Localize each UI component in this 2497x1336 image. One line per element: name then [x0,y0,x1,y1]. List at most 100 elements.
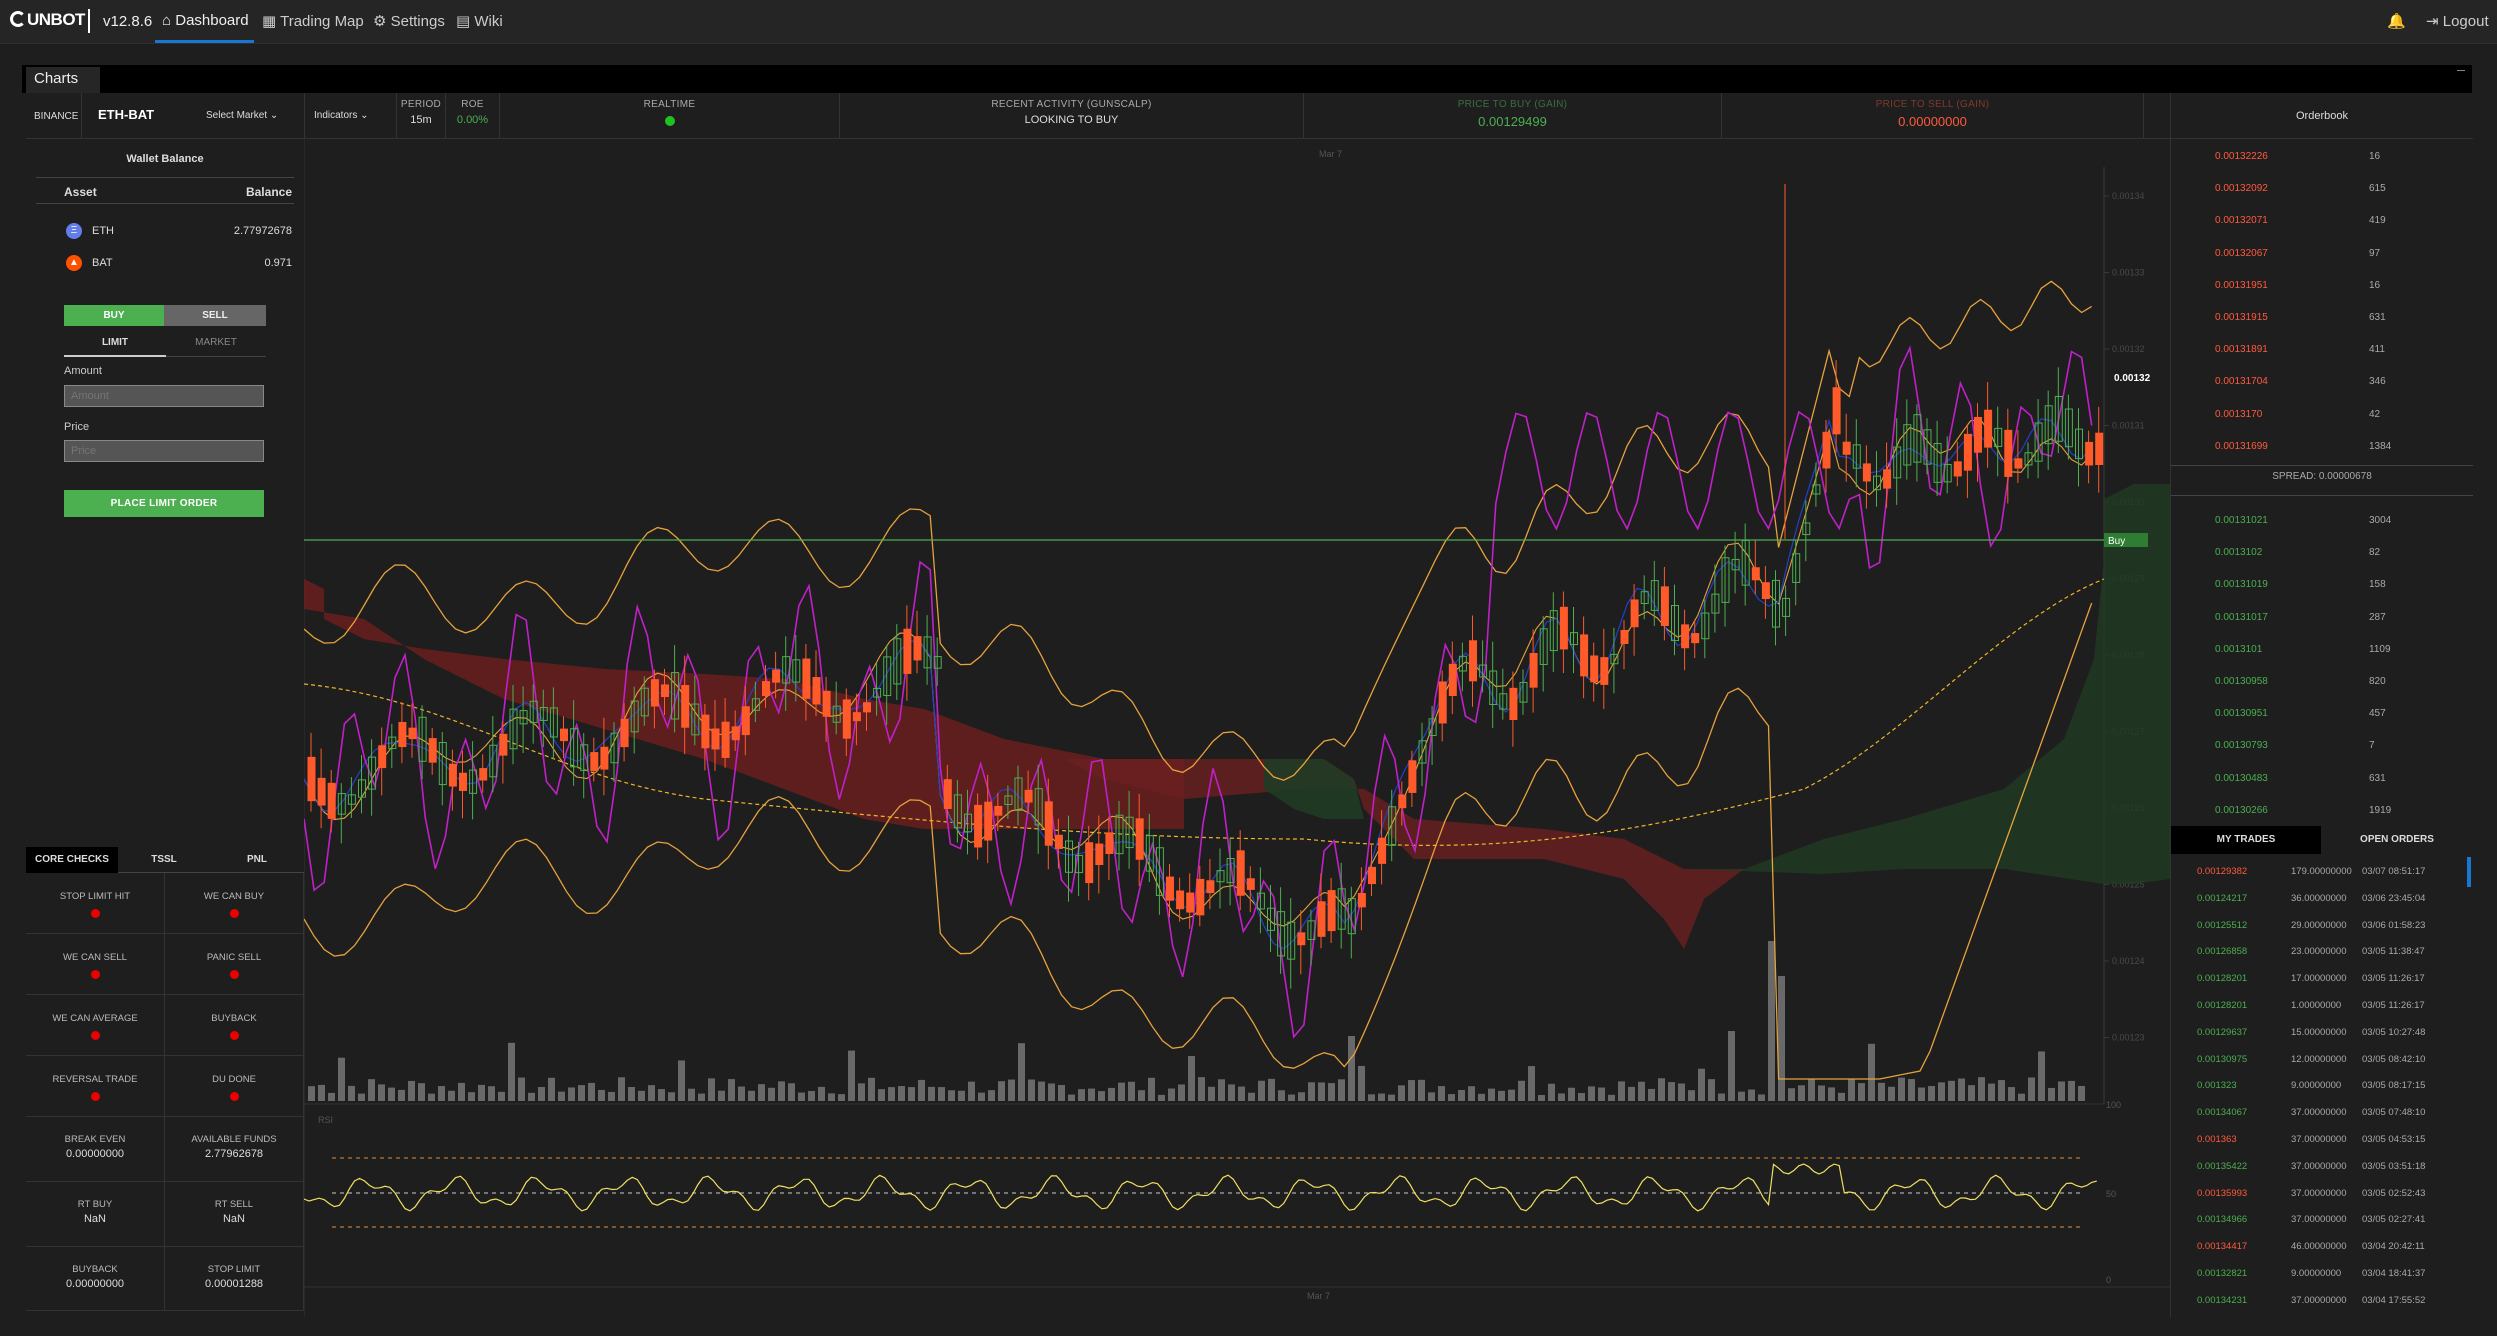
trade-row[interactable]: 0.00132821 9.00000000 03/04 18:41:37 [2197,1268,2467,1295]
bid-row[interactable]: 0.00131017 287 [2215,612,2455,644]
ask-row[interactable]: 0.00131699 1384 [2215,441,2455,473]
trade-date: 03/05 08:17:15 [2362,1080,2426,1092]
bid-row[interactable]: 0.00131019 158 [2215,579,2455,611]
candle-body [1842,441,1851,455]
price-chart[interactable]: Mar 7 0.00134 0.00133 0.00132 0.00131 0.0013… [303,139,2170,1317]
asset-name: BAT [92,257,113,269]
volume-bar [918,1079,925,1101]
trade-row[interactable]: 0.00129382 179.00000000 03/07 08:51:17 [2197,866,2467,893]
trade-row[interactable]: 0.001323 9.00000000 03/05 08:17:15 [2197,1080,2467,1107]
trade-row[interactable]: 0.00134231 37.00000000 03/04 17:55:52 [2197,1295,2467,1322]
bid-row[interactable]: 0.0013102 82 [2215,547,2455,579]
volume-bar [928,1086,935,1101]
candle-body [1862,463,1871,482]
volume-bar [808,1090,815,1101]
volume-bar [1018,1043,1025,1101]
gunbot-logo[interactable]: UNBOT [10,10,85,30]
bid-row[interactable]: 0.00130266 1919 [2215,805,2455,837]
trade-row[interactable]: 0.00130975 12.00000000 03/05 08:42:10 [2197,1054,2467,1081]
trade-row[interactable]: 0.00134417 46.00000000 03/04 20:42:11 [2197,1241,2467,1268]
ask-row[interactable]: 0.00131891 411 [2215,344,2455,376]
trade-row[interactable]: 0.00124217 36.00000000 03/06 23:45:04 [2197,893,2467,920]
candle-body [327,782,336,819]
trade-row[interactable]: 0.001363 37.00000000 03/05 04:53:15 [2197,1134,2467,1161]
candle-body [1873,475,1881,491]
tab-limit[interactable]: LIMIT [64,337,166,357]
nav-dashboard[interactable]: ⌂ Dashboard [162,12,249,29]
trade-row[interactable]: 0.00125512 29.00000000 03/06 01:58:23 [2197,920,2467,947]
bid-row[interactable]: 0.00130483 631 [2215,773,2455,805]
bid-row[interactable]: 0.00131021 3004 [2215,515,2455,547]
volume-bar [1438,1086,1445,1101]
roe-label: ROE [461,99,484,110]
ask-row[interactable]: 0.00132226 16 [2215,151,2455,183]
volume-bar [1908,1079,1915,1101]
check-label: WE CAN AVERAGE [52,1013,138,1024]
sell-toggle-button[interactable]: SELL [164,305,266,326]
tab-my-trades[interactable]: MY TRADES [2171,826,2321,854]
volume-bar [1778,976,1785,1101]
ask-price: 0.00131704 [2215,376,2268,388]
ask-row[interactable]: 0.00132067 97 [2215,248,2455,280]
candle-body [772,669,781,683]
bid-row[interactable]: 0.00130958 820 [2215,676,2455,708]
candle-body [1135,818,1144,860]
trade-row[interactable]: 0.00135422 37.00000000 03/05 03:51:18 [2197,1161,2467,1188]
bid-qty: 7 [2369,740,2375,752]
indicators-dropdown[interactable]: Indicators ⌄ [314,110,369,121]
tab-pnl[interactable]: PNL [247,854,267,865]
price-input[interactable] [64,440,264,462]
ask-row[interactable]: 0.0013170 42 [2215,409,2455,441]
candle-body [1681,624,1690,649]
trade-row[interactable]: 0.00126858 23.00000000 03/05 11:38:47 [2197,946,2467,973]
volume-bar [1848,1078,1855,1101]
bid-price: 0.00130266 [2215,804,2268,816]
tab-tssl[interactable]: TSSL [151,854,177,865]
volume-bar [1198,1077,1205,1101]
trade-row[interactable]: 0.00135993 37.00000000 03/05 02:52:43 [2197,1188,2467,1215]
place-limit-order-button[interactable]: PLACE LIMIT ORDER [64,490,264,517]
charts-tab[interactable]: Charts [26,67,100,93]
volume-bar [1658,1078,1665,1101]
nav-trading-map[interactable]: ▦ Trading Map [262,12,364,30]
bid-row[interactable]: 0.00130793 7 [2215,740,2455,772]
amount-input[interactable] [64,385,264,407]
bid-row[interactable]: 0.00130951 457 [2215,708,2455,740]
candle-body [731,726,740,741]
minimize-icon[interactable] [2457,70,2465,71]
tab-market[interactable]: MARKET [166,337,266,357]
candle-body [691,703,700,736]
chevron-down-icon: ⌄ [360,110,369,121]
tab-core-checks[interactable]: CORE CHECKS [26,847,118,873]
ask-row[interactable]: 0.00131951 16 [2215,280,2455,312]
select-market-dropdown[interactable]: Select Market ⌄ [206,110,278,121]
ask-row[interactable]: 0.00132071 419 [2215,215,2455,247]
candle-body [307,756,316,802]
ask-row[interactable]: 0.00131915 631 [2215,312,2455,344]
ask-row[interactable]: 0.00132092 615 [2215,183,2455,215]
bid-qty: 3004 [2369,515,2392,526]
trade-row[interactable]: 0.00128201 17.00000000 03/05 11:26:17 [2197,973,2467,1000]
logout-button[interactable]: ⇥ Logout [2426,12,2489,30]
bid-row[interactable]: 0.0013101 1109 [2215,644,2455,676]
chart-svg[interactable]: Mar 7 0.00134 0.00133 0.00132 0.00131 0.0013… [303,139,2170,1317]
candle-body [1448,663,1457,697]
buy-toggle-button[interactable]: BUY [64,305,164,326]
trade-row[interactable]: 0.00134966 37.00000000 03/05 02:27:41 [2197,1214,2467,1241]
trade-row[interactable]: 0.00128201 1.00000000 03/05 11:26:17 [2197,1000,2467,1027]
nav-wiki[interactable]: ▤ Wiki [456,12,503,30]
ask-qty: 631 [2369,312,2386,323]
trade-date: 03/05 02:52:43 [2362,1187,2426,1199]
bell-icon[interactable]: 🔔 [2387,13,2406,30]
scrollbar-thumb[interactable] [2467,857,2471,887]
home-icon: ⌂ [162,12,172,29]
trade-row[interactable]: 0.00134067 37.00000000 03/05 07:48:10 [2197,1107,2467,1134]
ask-row[interactable]: 0.00131704 346 [2215,376,2455,408]
volume-bar [1258,1080,1265,1101]
trade-row[interactable]: 0.00129637 15.00000000 03/05 10:27:48 [2197,1027,2467,1054]
nav-settings[interactable]: ⚙ Settings [373,12,445,30]
tab-open-orders[interactable]: OPEN ORDERS [2360,834,2434,845]
volume-bar [1178,1084,1185,1101]
candle-body [913,636,922,661]
volume-bar [318,1084,325,1101]
